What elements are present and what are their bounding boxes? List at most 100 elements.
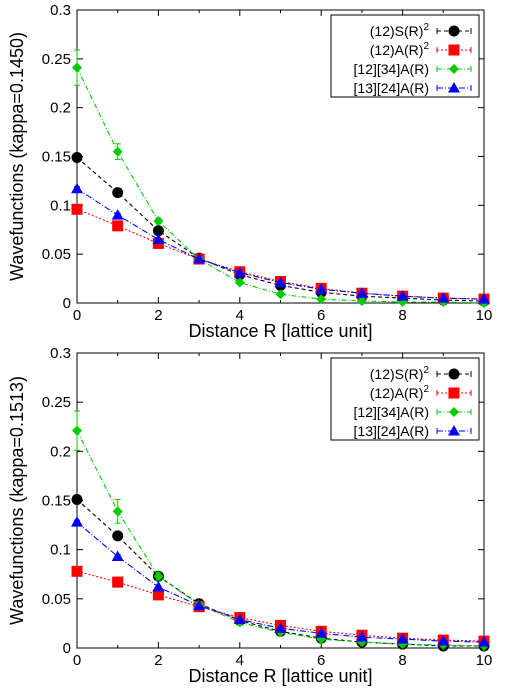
y-tick-label: 0.05 xyxy=(42,591,71,608)
data-point xyxy=(355,287,368,298)
y-tick-label: 0.3 xyxy=(50,345,71,362)
data-point xyxy=(112,146,123,157)
legend-superscript: 2 xyxy=(423,22,429,33)
legend-label: (12)S(R)2 xyxy=(370,22,430,39)
x-tick-label: 0 xyxy=(73,307,81,324)
data-point xyxy=(71,494,83,506)
data-point xyxy=(437,292,450,303)
data-point xyxy=(111,550,124,562)
y-tick-label: 0 xyxy=(63,295,71,312)
series-line xyxy=(76,67,485,304)
chart-panel-1: 0 2 4 6 8 10 0 0.05 0.1 0.15 0.2 0.25 0.3 Distance R … xyxy=(7,2,492,341)
data-point xyxy=(152,233,165,245)
y-tick-label: 0 xyxy=(63,640,71,657)
x-tick-label: 10 xyxy=(476,652,493,669)
legend-label: [13][24]A(R) xyxy=(354,423,429,439)
legend-superscript: 2 xyxy=(423,365,429,376)
x-tick-label: 2 xyxy=(154,652,162,669)
data-point xyxy=(153,215,164,226)
data-point xyxy=(112,576,124,588)
legend-marker xyxy=(448,368,460,380)
y-tick-label: 0.2 xyxy=(50,100,71,117)
data-point xyxy=(193,599,206,611)
y-tick-label: 0.25 xyxy=(42,51,71,68)
legend-label: [12][34]A(R) xyxy=(354,61,429,77)
series-4 xyxy=(71,182,490,304)
x-tick-label: 8 xyxy=(398,307,406,324)
x-tick-label: 6 xyxy=(317,652,325,669)
y-tick-label: 0.15 xyxy=(42,149,71,166)
data-point xyxy=(112,506,123,517)
data-point xyxy=(111,209,124,220)
data-point xyxy=(355,631,368,642)
data-point xyxy=(152,225,164,237)
data-point xyxy=(275,289,286,300)
legend-label: [13][24]A(R) xyxy=(354,80,429,96)
legend-marker xyxy=(448,425,460,436)
series-4 xyxy=(71,516,490,647)
legend: (12)S(R)2 (12)A(R)2 [12][34]A(R) [13][24]A(… xyxy=(330,14,480,98)
legend-marker xyxy=(448,25,460,37)
x-tick-label: 10 xyxy=(476,307,493,324)
x-axis-label: Distance R [lattice unit] xyxy=(188,666,372,686)
y-tick-label: 0.05 xyxy=(42,246,71,263)
legend-marker xyxy=(448,387,460,399)
data-point xyxy=(112,220,124,232)
data-point xyxy=(72,425,82,436)
legend-marker xyxy=(448,82,460,93)
y-tick-label: 0.25 xyxy=(42,394,71,411)
data-point xyxy=(71,182,83,194)
legend-superscript: 2 xyxy=(423,384,429,395)
data-point xyxy=(396,290,409,301)
data-point xyxy=(153,571,164,582)
legend: (12)S(R)2 (12)A(R)2 [12][34]A(R) [13][24]A(… xyxy=(330,357,480,441)
data-point xyxy=(315,627,328,638)
legend-label: [12][34]A(R) xyxy=(354,404,429,420)
y-axis-label: Wavefunctions (kappa=0.1513) xyxy=(7,376,27,625)
y-tick-label: 0.2 xyxy=(50,443,71,460)
data-point xyxy=(315,283,328,294)
data-point xyxy=(71,565,83,577)
data-point xyxy=(437,635,450,646)
data-point xyxy=(396,633,409,644)
data-point xyxy=(316,294,327,305)
legend-marker xyxy=(449,64,459,74)
legend-marker xyxy=(449,407,459,417)
data-point xyxy=(71,203,83,215)
data-point xyxy=(274,276,287,287)
legend-label: (12)S(R)2 xyxy=(370,365,430,382)
data-point xyxy=(234,277,245,288)
x-tick-label: 6 xyxy=(317,307,325,324)
data-point xyxy=(478,636,490,647)
y-tick-label: 0.15 xyxy=(42,493,71,510)
x-tick-label: 0 xyxy=(73,652,81,669)
data-point xyxy=(233,613,246,624)
x-tick-label: 4 xyxy=(236,307,244,324)
data-point xyxy=(193,253,206,264)
y-tick-label: 0.3 xyxy=(50,2,71,19)
data-point xyxy=(152,589,164,601)
data-point xyxy=(478,293,490,304)
y-tick-label: 0.1 xyxy=(50,197,71,214)
data-point xyxy=(72,62,82,73)
data-point xyxy=(233,266,246,278)
data-point xyxy=(71,151,83,163)
y-axis-label: Wavefunctions (kappa=0.1450) xyxy=(7,32,27,281)
x-tick-label: 4 xyxy=(236,652,244,669)
series-3 xyxy=(72,410,489,652)
x-axis-label: Distance R [lattice unit] xyxy=(188,321,372,341)
series-line xyxy=(76,157,485,302)
legend-superscript: 2 xyxy=(423,41,429,52)
x-tick-label: 8 xyxy=(398,652,406,669)
data-point xyxy=(112,187,124,199)
legend-label: (12)A(R)2 xyxy=(370,41,430,58)
data-point xyxy=(356,296,367,307)
data-point xyxy=(71,516,83,527)
series-line xyxy=(76,430,485,647)
x-tick-label: 2 xyxy=(154,307,162,324)
chart-panel-2: 0 2 4 6 8 10 0 0.05 0.1 0.15 0.2 0.25 0.3 Distance R … xyxy=(7,345,492,686)
data-point xyxy=(152,581,165,592)
legend-marker xyxy=(448,44,460,56)
legend-label: (12)A(R)2 xyxy=(370,384,430,401)
